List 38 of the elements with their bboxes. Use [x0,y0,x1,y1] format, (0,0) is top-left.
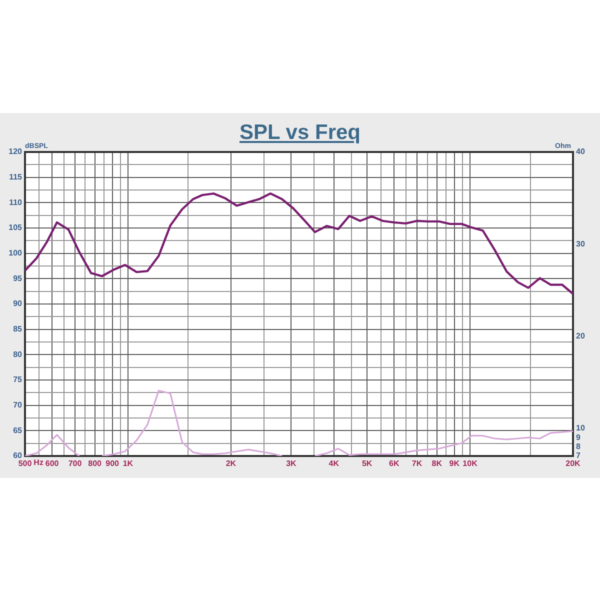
x-tick-label: 10K [462,459,478,468]
chart-title: SPL vs Freq [240,121,360,144]
y2-tick-label: 9 [576,432,581,442]
y-tick-label: 120 [8,147,23,156]
x-tick-label: 900 [106,459,120,468]
y2-tick-label: 30 [576,239,586,248]
y-tick-label: 85 [13,324,23,334]
y-tick-label: 75 [13,375,23,384]
x-tick-label: 700 [68,459,82,468]
y-tick-label: 100 [8,248,23,258]
y-tick-label: 80 [13,350,23,359]
y-tick-label: 105 [8,223,23,232]
y2-tick-label: 8 [576,442,581,451]
y2-tick-label: 7 [576,451,581,460]
x-tick-label: 1K [122,459,134,468]
y2-tick-label: 10 [576,424,586,433]
x-tick-label: 6K [389,459,400,468]
y-tick-label: 60 [13,451,23,460]
x-tick-label: 20K [566,459,581,468]
y2-tick-label: 40 [576,147,586,156]
y-tick-label: 70 [13,400,23,410]
y-tick-label: 115 [9,172,23,182]
x-axis-title: Hz [34,458,44,468]
x-tick-label: 9K [449,459,460,468]
y-tick-label: 90 [13,299,23,308]
y-tick-label: 95 [13,274,23,283]
x-tick-label: 2K [226,459,236,468]
y-tick-label: 110 [9,198,23,207]
x-tick-label: 3K [286,459,297,468]
x-tick-label: 600 [45,459,60,468]
x-tick-label: 500 [18,459,32,468]
x-tick-label: 4K [328,459,340,468]
y-tick-label: 65 [13,426,23,435]
x-tick-label: 7K [412,459,422,468]
y2-tick-label: 20 [576,331,586,340]
x-tick-label: 8K [432,459,442,468]
x-tick-label: 800 [88,459,102,468]
x-tick-label: 5K [362,459,372,468]
